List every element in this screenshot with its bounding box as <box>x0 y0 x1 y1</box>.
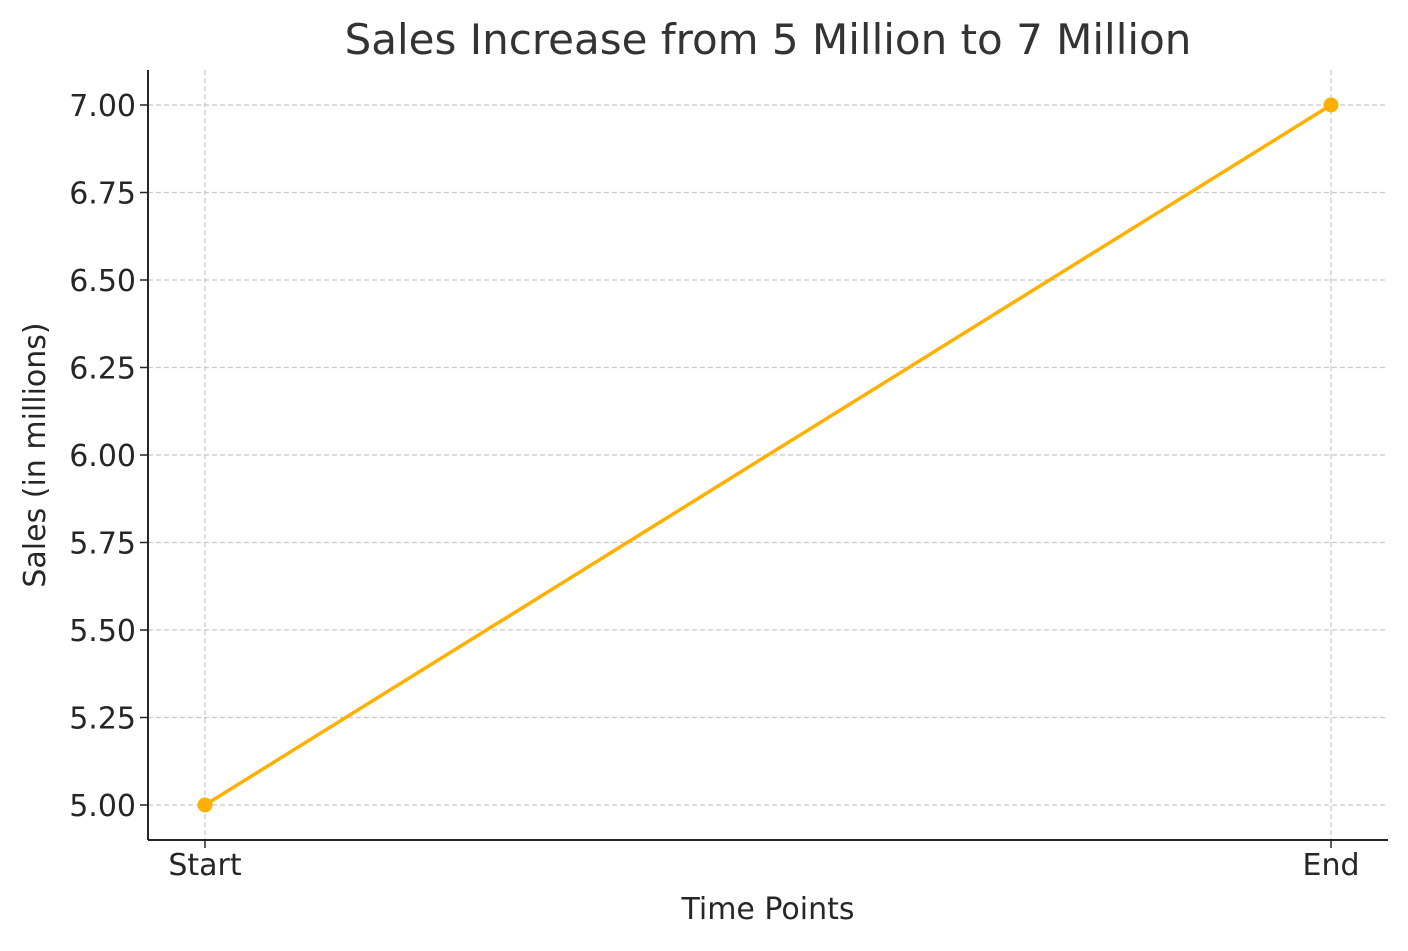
x-tick-label: End <box>1302 848 1359 883</box>
y-axis-label: Sales (in millions) <box>18 322 53 587</box>
grid-layer <box>148 70 1388 840</box>
y-tick-label: 5.50 <box>69 614 136 649</box>
chart-title: Sales Increase from 5 Million to 7 Milli… <box>345 15 1192 64</box>
data-point <box>1323 97 1339 113</box>
x-tick-label: Start <box>168 848 242 883</box>
series-line <box>203 103 1333 807</box>
y-tick-label: 6.25 <box>69 352 136 387</box>
series-layer <box>197 97 1339 813</box>
y-tick-label: 5.75 <box>69 527 136 562</box>
y-ticks: 5.00 5.25 5.50 5.75 6.00 6.25 6.50 6.75 7.00 <box>69 89 148 824</box>
y-tick-label: 6.75 <box>69 177 136 212</box>
y-tick-label: 6.50 <box>69 264 136 299</box>
y-tick-label: 6.00 <box>69 439 136 474</box>
x-axis-label: Time Points <box>680 892 854 927</box>
y-tick-label: 7.00 <box>69 89 136 124</box>
y-tick-label: 5.25 <box>69 702 136 737</box>
data-point <box>197 797 213 813</box>
x-ticks: Start End <box>168 840 1360 883</box>
y-tick-label: 5.00 <box>69 789 136 824</box>
